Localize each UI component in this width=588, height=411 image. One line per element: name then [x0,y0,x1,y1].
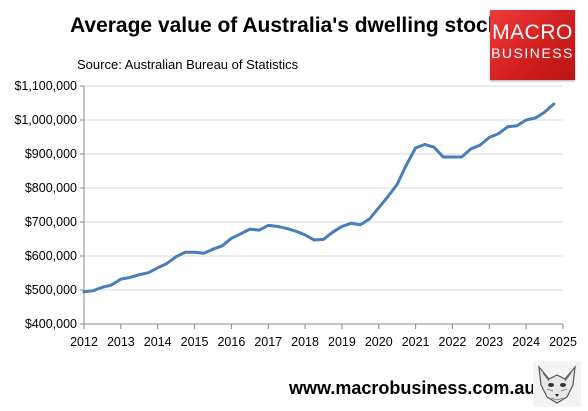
data-point [312,238,316,242]
data-point [211,247,215,251]
data-point [239,232,243,236]
data-point [303,233,307,237]
data-point [229,236,233,240]
data-point [119,277,123,281]
data-point [386,195,390,198]
y-tick-label: $500,000 [25,283,77,297]
data-point [469,147,473,151]
x-tick-label: 2015 [181,335,209,349]
data-point [165,262,169,265]
data-point [110,283,114,287]
data-point [183,250,187,254]
data-point [156,266,160,270]
series-layer [82,102,556,294]
website-url: www.macrobusiness.com.au [289,378,536,398]
logo-line-1: MACRO [492,21,573,44]
logo-line-2: BUSINESS [491,45,574,61]
gridlines [84,85,563,291]
data-point [174,255,178,259]
x-tick-label: 2021 [402,335,430,349]
data-point [294,229,298,233]
fox-mascot-icon [533,361,581,407]
data-point [202,251,206,255]
data-point [451,155,454,159]
x-tick-label: 2013 [107,335,135,349]
data-point [543,110,546,114]
x-tick-label: 2019 [328,335,356,349]
x-axis-tick-labels: 2012 2013 2014 2015 2016 2017 2018 2019 2020 2021… [70,335,577,349]
x-tick-label: 2018 [291,335,319,349]
y-tick-label: $400,000 [25,317,77,331]
data-point [524,118,528,122]
axes [80,85,564,329]
y-tick-label: $1,000,000 [14,113,77,127]
y-tick-label: $1,100,000 [14,79,77,93]
data-point [91,289,95,293]
x-tick-label: 2017 [254,335,282,349]
x-tick-label: 2020 [365,335,393,349]
data-point [128,276,132,279]
data-point [82,290,86,294]
x-tick-label: 2022 [439,335,467,349]
data-point [276,225,279,228]
data-point [349,221,353,225]
data-point [340,225,344,228]
data-point [248,227,252,231]
data-point [460,155,464,159]
series-line [82,102,556,294]
y-tick-label: $600,000 [25,249,77,263]
chart-title: Average value of Australia's dwelling st… [70,14,500,37]
x-tick-label: 2025 [549,335,577,349]
x-tick-label: 2014 [144,335,172,349]
x-tick-label: 2023 [475,335,503,349]
data-point [441,155,445,159]
data-point [193,250,196,254]
y-tick-label: $900,000 [25,147,77,161]
data-point [220,244,224,248]
data-point [497,132,500,136]
data-point [478,143,482,147]
data-point [285,227,289,230]
y-tick-label: $700,000 [25,215,77,229]
data-point [405,163,408,167]
data-point [506,125,510,129]
data-point [533,116,537,120]
data-point [377,206,381,210]
macrobusiness-logo: MACRO BUSINESS [490,10,575,80]
x-tick-label: 2024 [512,335,540,349]
y-tick-label: $800,000 [25,181,77,195]
x-tick-label: 2012 [70,335,98,349]
x-tick-label: 2016 [217,335,245,349]
data-point [101,285,104,289]
data-point [414,146,418,150]
data-point [137,273,141,277]
data-point [432,145,436,149]
data-point [331,230,335,234]
data-point [266,224,270,227]
data-point [322,237,325,241]
data-point [423,143,427,146]
data-point [358,223,362,227]
data-point [368,217,371,221]
y-axis-tick-labels: $400,000 $500,000 $600,000 $700,000 $800,000… [14,79,77,331]
data-point [257,228,261,232]
data-point [487,135,491,139]
chart-source: Source: Australian Bureau of Statistics [77,57,299,72]
data-point [395,182,399,186]
data-point [552,102,556,106]
data-point [147,271,150,275]
data-point [515,124,519,128]
